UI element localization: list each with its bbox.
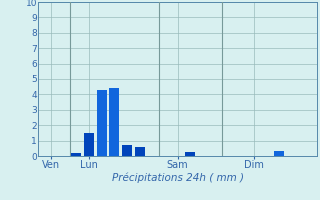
X-axis label: Précipitations 24h ( mm ): Précipitations 24h ( mm ) [112, 173, 244, 183]
Bar [109, 88, 119, 156]
Bar [71, 153, 81, 156]
Bar [122, 145, 132, 156]
Bar [135, 147, 145, 156]
Bar [274, 151, 284, 156]
Bar [185, 152, 195, 156]
Bar [97, 90, 107, 156]
Bar [84, 133, 94, 156]
